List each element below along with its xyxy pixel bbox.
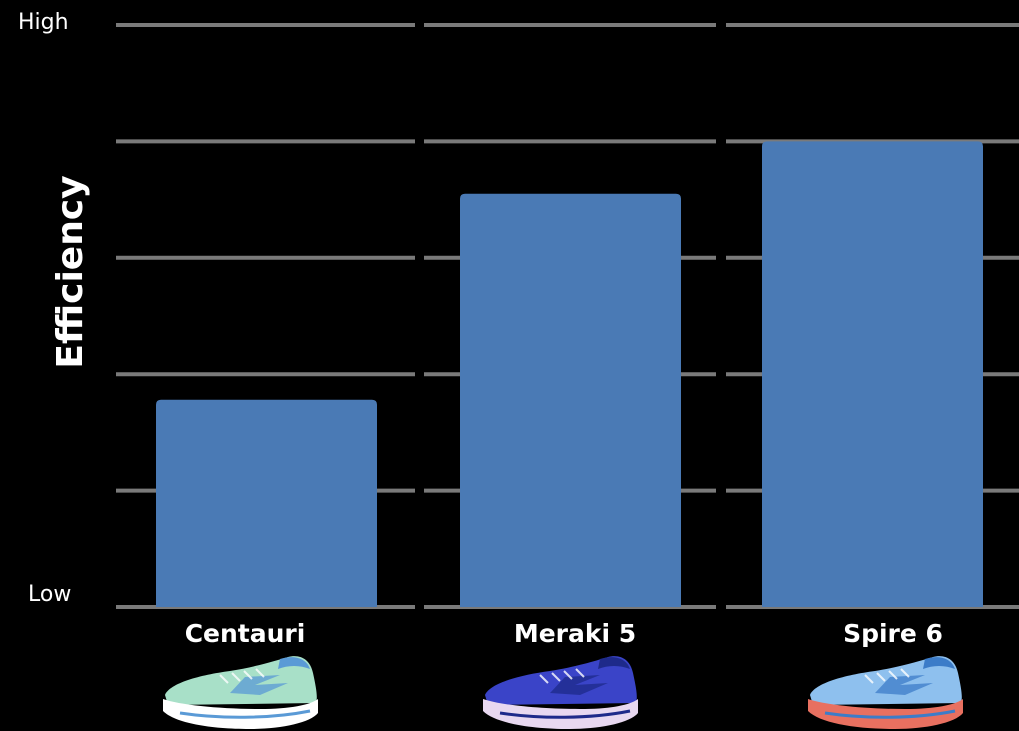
bar-centauri — [156, 399, 377, 607]
meraki-5-shoe-icon — [483, 656, 638, 729]
centauri-shoe-icon — [163, 656, 318, 729]
y-tick-label-high: High — [18, 10, 69, 35]
category-label-centauri: Centauri — [185, 619, 306, 648]
bar-spire-6 — [762, 141, 983, 607]
category-label-meraki-5: Meraki 5 — [514, 619, 636, 648]
y-tick-label-low: Low — [28, 582, 71, 607]
shoe-icons — [163, 656, 963, 729]
category-labels: Centauri Meraki 5 Spire 6 — [185, 619, 943, 648]
category-label-spire-6: Spire 6 — [843, 619, 943, 648]
spire-6-shoe-icon — [808, 656, 963, 729]
bars — [156, 141, 983, 607]
y-axis-title: Efficiency — [50, 175, 91, 368]
bar-meraki-5 — [460, 193, 681, 607]
